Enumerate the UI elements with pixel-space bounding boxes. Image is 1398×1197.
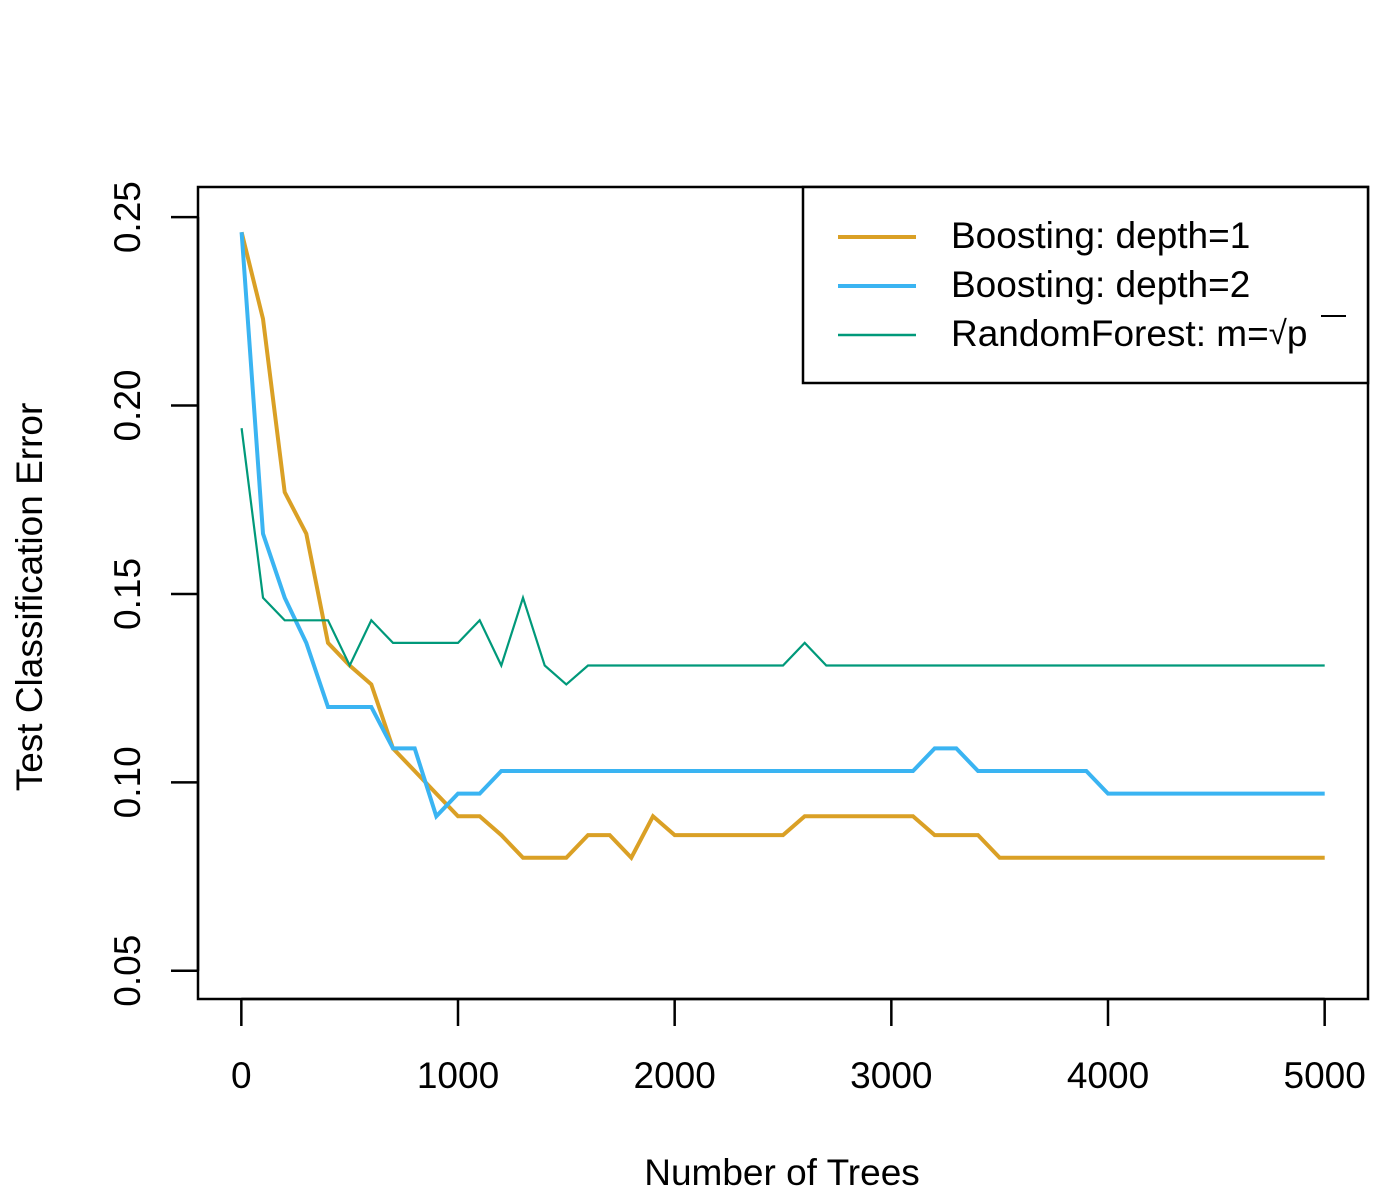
x-axis-title: Number of Trees <box>644 1152 920 1193</box>
sqrt-argument: p <box>1287 313 1308 354</box>
legend-label-boosting-depth-2: Boosting: depth=2 <box>951 264 1250 305</box>
x-tick-label: 3000 <box>850 1055 932 1096</box>
series-line-boosting-depth-2 <box>239 232 1325 821</box>
legend: Boosting: depth=1 Boosting: depth=2 Rand… <box>801 185 1370 385</box>
series-line-boosting-depth-1 <box>239 231 1325 862</box>
y-axis-title: Test Classification Error <box>9 403 50 792</box>
legend-label-random-forest-prefix: RandomForest: m= <box>951 313 1269 354</box>
y-axis: 0.05 0.10 0.15 0.20 0.25 <box>107 181 200 1007</box>
y-tick-label: 0.10 <box>107 746 148 818</box>
x-tick-label: 0 <box>231 1055 252 1096</box>
x-axis: 0 1000 2000 3000 4000 5000 <box>231 997 1366 1096</box>
x-tick-label: 1000 <box>417 1055 499 1096</box>
sqrt-symbol: √ <box>1269 314 1288 351</box>
x-tick-label: 4000 <box>1067 1055 1149 1096</box>
legend-label-random-forest: RandomForest: m=√p <box>951 313 1307 354</box>
y-tick-label: 0.15 <box>107 558 148 630</box>
y-tick-label: 0.25 <box>107 181 148 253</box>
series-line-randomforest-m <box>240 428 1325 686</box>
x-tick-label: 5000 <box>1284 1055 1366 1096</box>
series-layer <box>239 231 1325 862</box>
legend-label-boosting-depth-1: Boosting: depth=1 <box>951 215 1250 256</box>
y-tick-label: 0.20 <box>107 370 148 442</box>
x-tick-label: 2000 <box>634 1055 716 1096</box>
y-tick-label: 0.05 <box>107 935 148 1007</box>
